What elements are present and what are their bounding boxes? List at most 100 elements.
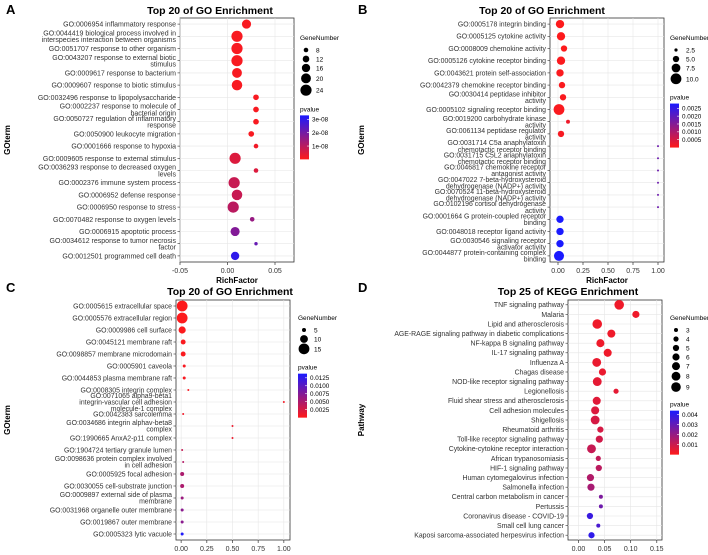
y-axis-label: Pathway — [357, 403, 366, 436]
color-legend-label: 0.0025 — [682, 106, 702, 113]
y-tick-label: GO:0006952 defense response — [78, 192, 176, 199]
data-point — [228, 177, 240, 189]
size-legend-label: 9 — [686, 385, 690, 392]
color-legend-label: 1e-08 — [312, 143, 329, 150]
y-tick-label: GO:0005901 caveola — [107, 363, 172, 370]
size-legend-label: 2.5 — [686, 48, 695, 55]
data-point — [586, 512, 594, 520]
panel-letter: D — [358, 280, 367, 295]
y-tick-label: Fluid shear stress and atherosclerosis — [448, 398, 565, 405]
y-tick-label: Coronavirus disease - COVID-19 — [463, 513, 564, 520]
data-point — [614, 300, 624, 310]
size-legend-point — [671, 382, 681, 392]
data-point — [253, 94, 259, 101]
data-point — [597, 426, 604, 433]
size-legend-point — [671, 371, 681, 381]
data-point — [180, 351, 186, 357]
data-point — [253, 106, 259, 113]
y-tick-label: GO:1904724 tertiary granule lumen — [64, 447, 172, 454]
y-tick-label: GO:0001666 response to hypoxia — [71, 144, 176, 151]
y-tick-label: GO:0030414 peptidase inhibitor activity — [449, 91, 547, 105]
size-legend-label: 7 — [686, 364, 690, 371]
size-legend-point — [302, 328, 306, 332]
y-tick-label: GO:0044877 protein-containing complex bin… — [422, 250, 546, 264]
data-point — [595, 435, 603, 443]
data-point — [230, 251, 240, 261]
y-tick-label: TNF signaling pathway — [494, 302, 565, 309]
y-tick-label: Shigellosis — [531, 417, 564, 424]
color-legend-label: 0.001 — [682, 442, 698, 449]
data-point — [595, 464, 602, 472]
y-tick-label: GO:0048018 receptor ligand activity — [436, 229, 546, 236]
y-tick-label: GO:0005323 lytic vacuole — [93, 531, 172, 538]
y-tick-label: NOD-like receptor signaling pathway — [452, 379, 564, 386]
color-legend: pvalue 0.004 0.003 0.002 0.001 — [670, 402, 698, 455]
y-tick-label: GO:0046817 chemokine receptor antagonist … — [444, 165, 547, 179]
color-legend-label: 0.0005 — [682, 137, 702, 144]
data-point — [556, 215, 564, 223]
data-point — [596, 339, 605, 348]
x-tick-label: 0.00 — [174, 546, 188, 553]
color-legend-label: 0.0050 — [310, 399, 330, 406]
y-tick-label: GO:0050900 leukocyte migration — [74, 131, 176, 138]
y-tick-label: GO:0002376 immune system process — [59, 180, 177, 187]
size-legend-point — [302, 55, 310, 63]
data-point — [253, 118, 259, 125]
x-tick-label: 0.15 — [650, 546, 664, 553]
panel-letter: C — [6, 280, 16, 295]
data-point — [241, 19, 252, 29]
data-point — [556, 240, 564, 248]
y-tick-label: GO:0009607 response to biotic stimulus — [51, 83, 176, 90]
y-tick-label: Human cytomegalovirus infection — [463, 475, 565, 482]
y-tick-label: Pertussis — [536, 504, 565, 511]
x-axis-label: RichFactor — [586, 276, 628, 285]
y-tick-label: GO:0034612 response to tumor necrosis fac… — [50, 238, 177, 252]
color-legend-label: 0.002 — [682, 432, 698, 439]
y-tick-label: GO:0005576 extracellular region — [72, 315, 172, 322]
size-legend-label: 15 — [314, 346, 322, 353]
x-tick-label: 0.75 — [251, 546, 265, 553]
color-legend-title: pvalue — [670, 402, 690, 409]
data-point — [187, 389, 190, 391]
size-legend-point — [672, 344, 680, 352]
size-legend: GeneNumber 3 4 5 6 7 8 9 — [670, 315, 708, 392]
size-legend-point — [301, 63, 311, 73]
data-point — [657, 181, 659, 184]
y-tick-label: Cytokine-cytokine receptor interaction — [449, 446, 564, 453]
color-legend-label: 2e-08 — [312, 130, 329, 137]
x-tick-label: 0.10 — [624, 546, 638, 553]
panel-letter: B — [358, 2, 367, 17]
data-point — [230, 226, 240, 237]
data-point — [592, 357, 602, 367]
y-tick-label: GO:0006915 apoptotic process — [79, 229, 176, 236]
color-legend-label: 3e-08 — [312, 117, 329, 124]
data-point — [557, 130, 565, 138]
data-point — [180, 496, 184, 500]
color-legend-label: 0.0025 — [310, 407, 330, 414]
x-tick-label: 1.00 — [277, 546, 291, 553]
y-tick-label: GO:0005615 extracellular space — [73, 303, 172, 310]
data-point — [180, 520, 184, 524]
data-point — [231, 42, 243, 55]
size-legend-label: 3 — [686, 328, 690, 335]
y-tick-label: GO:0071065 alpha9-beta1 integrin-vascular… — [79, 393, 172, 413]
size-legend: GeneNumber 5 10 15 — [298, 315, 338, 355]
data-point — [180, 484, 185, 488]
color-bar — [670, 410, 679, 455]
y-tick-label: Malaria — [541, 312, 564, 319]
x-tick-label: 0.50 — [601, 268, 615, 275]
y-tick-label: GO:0036293 response to decreased oxygen l… — [38, 165, 176, 179]
x-tick-label: 0.75 — [626, 268, 640, 275]
size-legend-point — [670, 73, 682, 85]
y-tick-label: GO:0070524 11-beta-hydroxysteroid dehydro… — [435, 189, 547, 203]
y-tick-label: Legionellosis — [524, 389, 564, 396]
y-tick-label: GO:0009617 response to bacterium — [65, 70, 176, 77]
size-legend-point — [673, 336, 679, 342]
plot-area — [179, 17, 295, 263]
size-legend-point — [300, 335, 308, 343]
data-point — [282, 401, 285, 403]
y-tick-label: GO:0042379 chemokine receptor binding — [420, 83, 546, 90]
y-tick-label: GO:0008009 chemokine activity — [448, 46, 546, 53]
